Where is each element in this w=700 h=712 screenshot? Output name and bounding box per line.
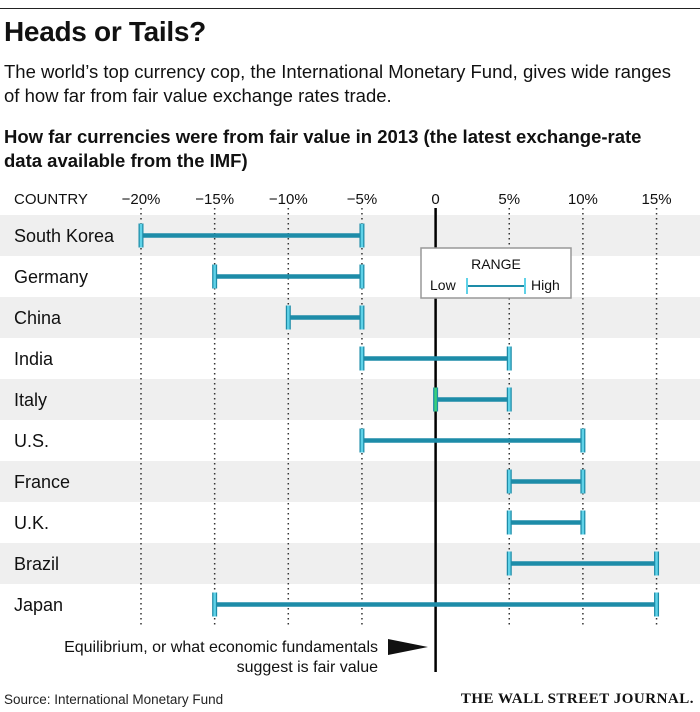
x-tick-label: −5% [347, 191, 377, 208]
range-mark [138, 223, 365, 248]
range-mark [506, 551, 660, 576]
range-chart: −20% −15% −10% −5% 0 5% 10% 15% COUNTRY South K… [0, 191, 700, 676]
x-tick-label: −10% [269, 191, 308, 208]
equilibrium-annotation: Equilibrium, or what economic fundamenta… [64, 639, 428, 676]
x-tick-label: −15% [195, 191, 234, 208]
x-tick-label: 0 [431, 191, 439, 208]
range-mark [506, 510, 586, 535]
legend-high-label: High [531, 277, 560, 293]
annotation-arrow [388, 639, 428, 655]
annotation-line-2: suggest is fair value [237, 659, 379, 676]
country-label: France [14, 472, 70, 492]
country-label: South Korea [14, 226, 115, 246]
x-tick-label: −20% [122, 191, 161, 208]
country-label: U.K. [14, 513, 49, 533]
legend-low-label: Low [430, 277, 457, 293]
country-label: Japan [14, 595, 63, 615]
x-tick-label: 10% [568, 191, 598, 208]
range-mark [506, 469, 586, 494]
row-band [0, 461, 700, 502]
country-label: Italy [14, 390, 47, 410]
chart-subtitle: The world’s top currency cop, the Intern… [4, 61, 672, 106]
chart-title: How far currencies were from fair value … [4, 126, 642, 171]
x-tick-label: 5% [498, 191, 520, 208]
country-label: India [14, 349, 54, 369]
country-header: COUNTRY [14, 191, 88, 208]
legend: RANGE Low High [420, 247, 572, 299]
range-mark [433, 387, 512, 412]
x-tick-label: 15% [642, 191, 672, 208]
publisher-logo: THE WALL STREET JOURNAL. [460, 691, 694, 707]
top-rule [0, 8, 700, 9]
country-label: China [14, 308, 62, 328]
country-label: Germany [14, 267, 88, 287]
source-note: Source: International Monetary Fund [4, 692, 224, 707]
country-label: Brazil [14, 554, 59, 574]
range-mark [285, 305, 365, 330]
row-band [0, 379, 700, 420]
range-mark [359, 346, 512, 371]
annotation-line-1: Equilibrium, or what economic fundamenta… [64, 639, 378, 656]
range-mark [359, 428, 586, 453]
range-mark [212, 592, 660, 617]
legend-box [420, 247, 572, 299]
country-label: U.S. [14, 431, 49, 451]
chart-headline: Heads or Tails? [4, 16, 206, 47]
range-mark [212, 264, 365, 289]
legend-title: RANGE [471, 256, 521, 272]
